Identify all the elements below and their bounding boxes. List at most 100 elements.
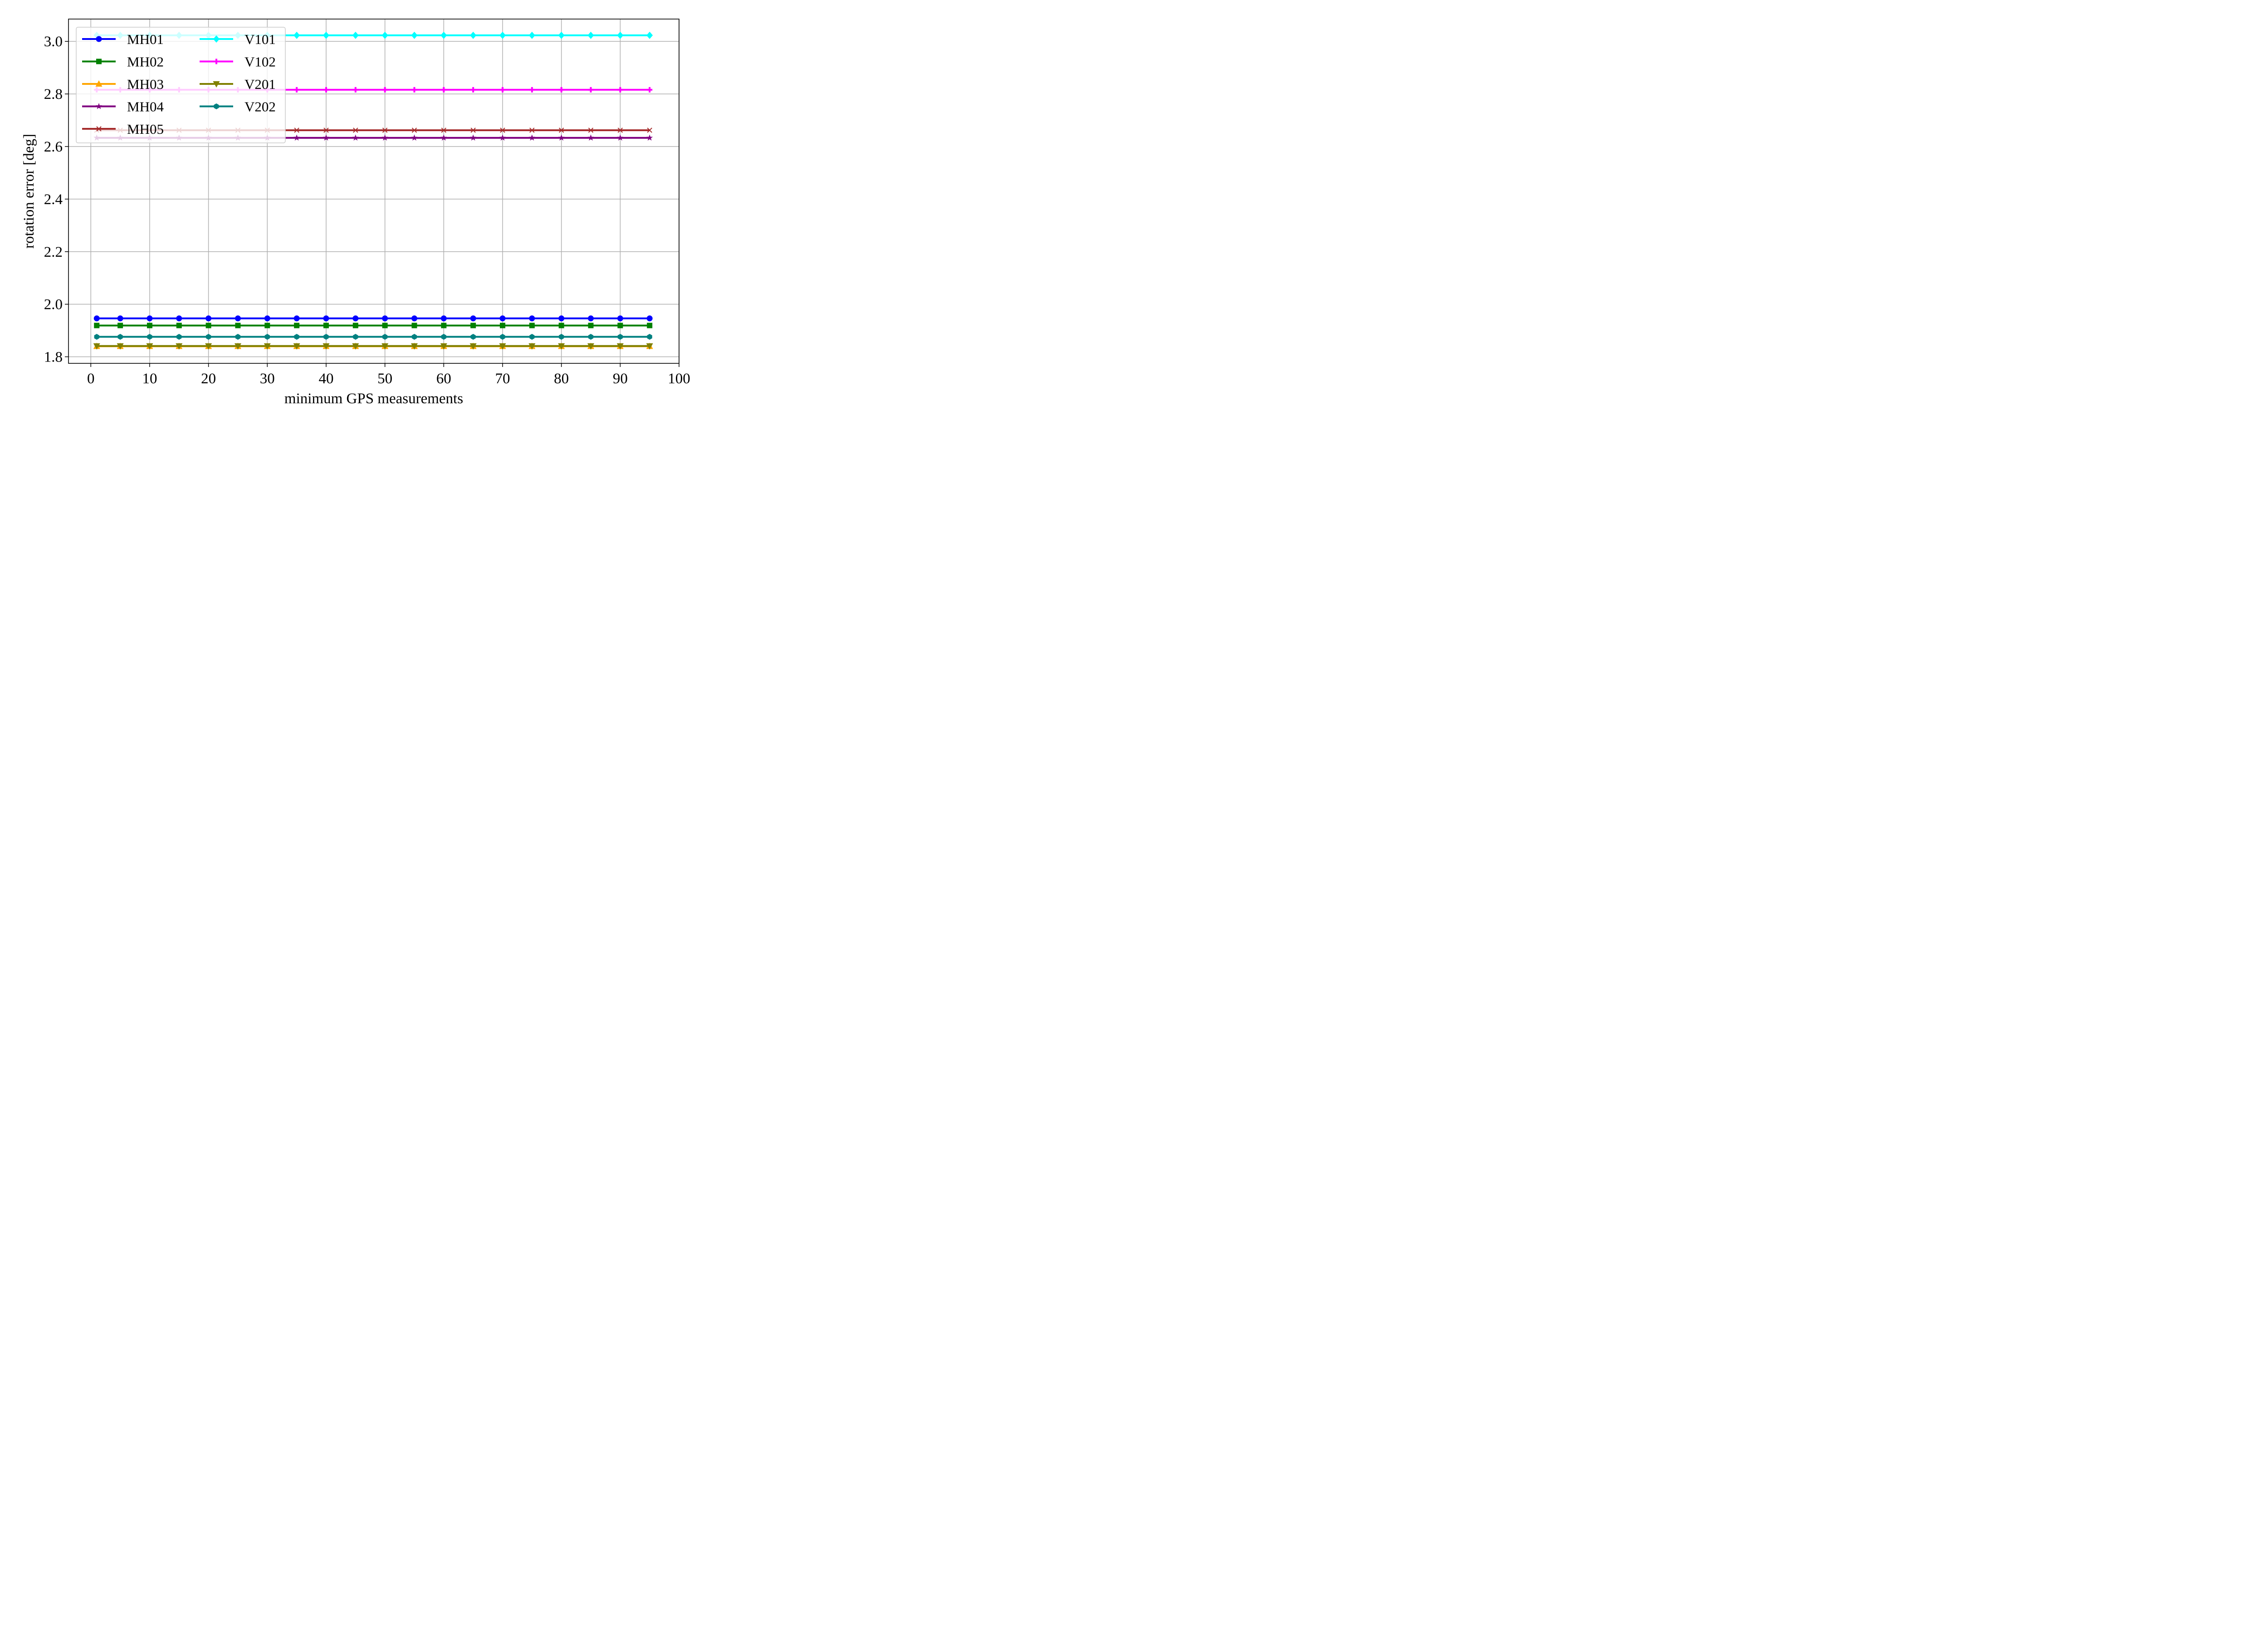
y-tick-label: 2.4 (44, 191, 63, 208)
data-point-mh04 (646, 134, 653, 141)
data-point-v202 (147, 333, 152, 340)
data-point-v101 (293, 31, 300, 39)
data-point-mh01 (352, 315, 359, 322)
data-point-v202 (294, 333, 299, 340)
legend-label-v102: V102 (244, 54, 276, 70)
x-tick-label: 30 (260, 371, 275, 387)
data-point-mh02 (205, 323, 211, 328)
data-point-mh04 (352, 134, 359, 141)
legend-marker-v102 (214, 59, 219, 64)
data-point-mh01 (382, 315, 388, 322)
data-point-v201 (469, 343, 477, 350)
data-point-v201 (528, 343, 536, 350)
data-point-mh01 (440, 315, 447, 322)
data-point-mh05 (558, 127, 564, 133)
data-point-v102 (470, 87, 476, 93)
data-point-mh02 (529, 323, 535, 328)
data-point-v102 (529, 87, 535, 93)
data-point-v101 (587, 31, 594, 39)
data-point-v102 (647, 87, 653, 93)
data-point-mh02 (647, 323, 653, 328)
data-point-mh01 (176, 315, 182, 322)
data-point-v201 (323, 343, 330, 350)
data-point-v202 (441, 333, 446, 340)
y-tick-label: 1.8 (44, 349, 63, 366)
legend-label-mh04: MH04 (127, 99, 164, 115)
data-point-v101 (440, 31, 447, 39)
data-point-mh05 (588, 127, 594, 133)
data-point-mh02 (147, 323, 152, 328)
data-point-mh04 (323, 134, 330, 141)
x-tick-label: 40 (318, 371, 333, 387)
data-point-mh04 (381, 134, 388, 141)
x-tick-label: 80 (554, 371, 569, 387)
y-axis-label: rotation error [deg] (21, 134, 37, 249)
legend-label-mh01: MH01 (127, 31, 164, 47)
legend-marker-v101 (213, 35, 220, 43)
data-point-mh02 (294, 323, 300, 328)
data-point-mh01 (529, 315, 535, 322)
tick-layer: 0 10 20 30 40 50 60 70 80 90 100 1.8 2.0 2.2 2.4 2.6 2.8… (44, 34, 690, 387)
data-point-mh01 (587, 315, 594, 322)
data-point-v202 (94, 333, 99, 340)
data-point-v202 (176, 333, 182, 340)
data-point-v201 (616, 343, 624, 350)
data-point-mh01 (205, 315, 212, 322)
line-chart: 0 10 20 30 40 50 60 70 80 90 100 1.8 2.0 2.2 2.4 2.6 2.8… (0, 0, 704, 422)
data-point-mh05 (411, 127, 417, 133)
data-point-v202 (647, 333, 652, 340)
data-point-mh05 (441, 127, 447, 133)
series-mh02 (94, 323, 653, 328)
data-point-mh05 (323, 127, 329, 133)
data-point-mh05 (470, 127, 476, 133)
legend-label-v202: V202 (244, 99, 276, 115)
legend: MH01 MH02 MH03 MH04 MH05 V101 V102 V201 V202 (76, 27, 286, 143)
data-point-v101 (470, 31, 477, 39)
series-layer (93, 31, 653, 350)
data-point-mh01 (147, 315, 153, 322)
data-point-v201 (176, 343, 183, 350)
data-point-v102 (441, 87, 447, 93)
x-axis-label: minimum GPS measurements (284, 391, 463, 407)
data-point-v101 (646, 31, 653, 39)
legend-label-v101: V101 (244, 31, 276, 47)
plot-frame (68, 19, 679, 364)
data-point-v101 (499, 31, 506, 39)
data-point-mh04 (528, 134, 535, 141)
x-tick-label: 70 (495, 371, 510, 387)
y-tick-label: 2.0 (44, 297, 63, 313)
data-point-v201 (558, 343, 565, 350)
data-point-v202 (500, 333, 505, 340)
data-point-v202 (559, 333, 564, 340)
data-point-mh02 (470, 323, 476, 328)
data-point-v202 (382, 333, 388, 340)
data-point-v101 (323, 31, 329, 39)
data-point-mh02 (588, 323, 594, 328)
data-point-mh04 (499, 134, 506, 141)
data-point-v201 (234, 343, 241, 350)
x-tick-label: 20 (201, 371, 216, 387)
data-point-v102 (588, 87, 594, 93)
legend-marker-v202 (214, 103, 219, 109)
data-point-mh02 (117, 323, 123, 328)
x-tick-label: 50 (377, 371, 392, 387)
data-point-mh05 (382, 127, 388, 133)
data-point-mh01 (411, 315, 417, 322)
data-point-mh02 (352, 323, 358, 328)
data-point-mh04 (587, 134, 594, 141)
data-point-mh01 (235, 315, 241, 322)
data-point-v201 (646, 343, 653, 350)
data-point-mh04 (617, 134, 624, 141)
legend-label-mh02: MH02 (127, 54, 164, 70)
data-point-v101 (558, 31, 565, 39)
data-point-mh02 (94, 323, 100, 328)
data-point-v201 (499, 343, 506, 350)
data-point-mh02 (235, 323, 241, 328)
x-tick-label: 10 (142, 371, 157, 387)
legend-marker-mh05 (96, 126, 102, 132)
data-point-v201 (381, 343, 389, 350)
data-point-v201 (205, 343, 212, 350)
data-point-mh01 (499, 315, 506, 322)
data-point-mh05 (294, 127, 299, 133)
data-point-v202 (235, 333, 241, 340)
